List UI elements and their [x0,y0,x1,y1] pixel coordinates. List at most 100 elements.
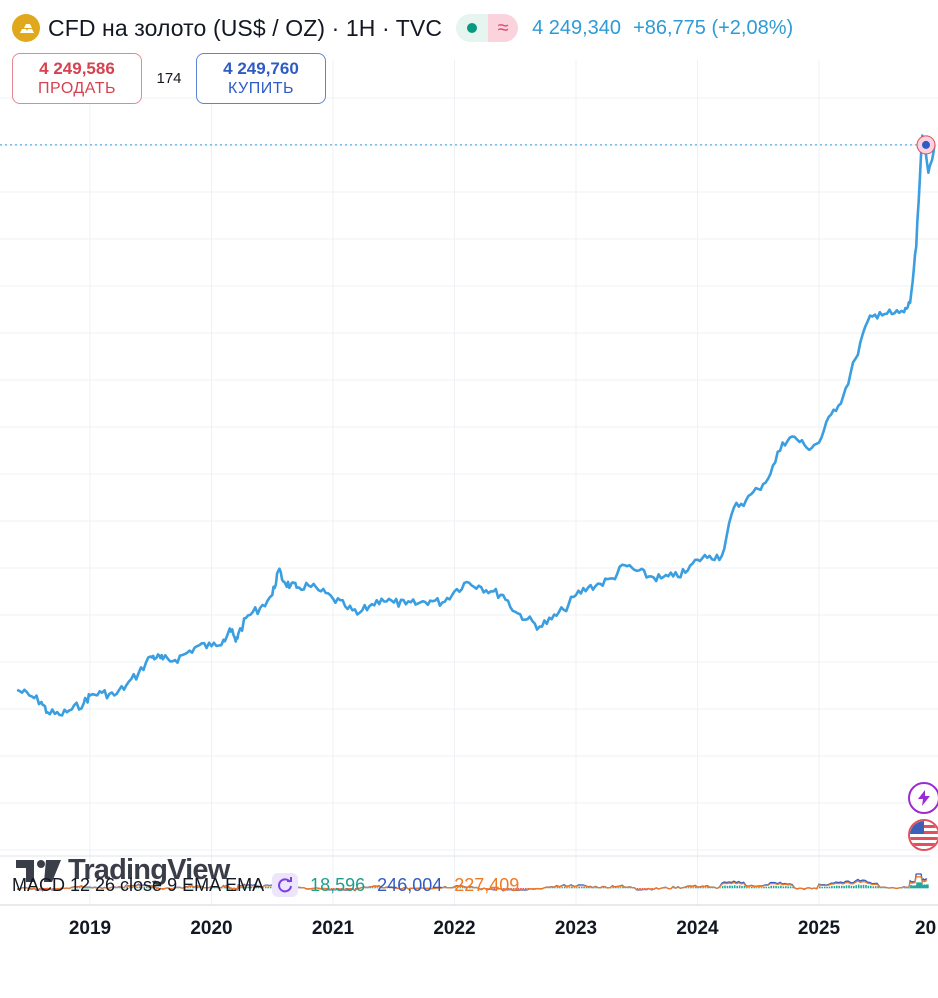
x-tick-label: 2022 [433,918,475,939]
macd-histogram-bar [690,887,692,889]
macd-histogram-bar [748,887,751,889]
macd-histogram-bar [629,887,632,889]
macd-histogram-bar [922,884,924,889]
macd-histogram-bar [590,887,593,889]
macd-histogram-bar [240,887,242,889]
macd-histogram-bar [836,885,838,889]
macd-histogram-bar [512,888,515,890]
buy-button[interactable]: 4 249,760 КУПИТЬ [196,53,326,104]
macd-histogram-value: 18,596 [310,874,366,895]
macd-histogram-bar [573,887,576,889]
macd-histogram-bar [738,885,741,889]
tradingview-logo-text: TradingView [68,854,230,886]
macd-histogram-bar [911,885,913,889]
macd-histogram-bar [765,886,768,889]
refresh-icon[interactable] [272,873,299,897]
macd-histogram-bar [246,887,248,889]
macd-histogram-bar [17,888,19,889]
macd-histogram-bar [41,888,43,889]
macd-histogram-bar [850,885,853,889]
buy-label: КУПИТЬ [228,79,294,97]
macd-histogram-bar [833,886,836,889]
macd-histogram-bar [874,886,877,889]
macd-histogram-bar [138,886,141,889]
macd-histogram-bar [853,885,855,889]
gold-bars-icon [12,14,40,42]
macd-histogram-bar [578,886,580,889]
us-flag-icon[interactable] [908,819,938,851]
macd-signal-value: 227,409 [454,874,520,895]
macd-histogram-bar [471,887,474,889]
macd-histogram-bar [819,886,821,889]
macd-histogram-bar [627,887,629,889]
macd-histogram-bar [223,887,226,889]
macd-histogram-bar [216,887,218,889]
tradingview-logo: TradingView [16,854,230,887]
macd-histogram-bar [651,888,653,890]
macd-histogram-bar [546,887,549,889]
macd-histogram-bar [224,887,227,889]
macd-histogram-bar [340,888,342,890]
symbol-title[interactable]: CFD на золото (US$ / OZ) · 1H · TVC [48,14,443,41]
macd-histogram-bar [386,887,389,889]
macd-histogram-bar [515,888,517,890]
macd-histogram-bar [624,887,627,889]
macd-histogram-bar [568,887,571,889]
macd-histogram-bar [685,887,687,889]
macd-histogram-bar [328,888,330,890]
macd-histogram-bar [695,886,697,889]
macd-histogram-bar [916,882,918,889]
macd-histogram-bar [924,884,927,889]
macd-histogram-bar [707,887,709,889]
macd-histogram-bar [789,886,792,889]
market-status[interactable]: ≈ [456,14,519,42]
macd-histogram-bar [840,885,843,889]
macd-histogram-bar [152,887,154,889]
macd-pane [0,855,930,892]
macd-histogram-bar [505,888,508,889]
macd-histogram-bar [194,887,197,889]
x-tick-label: 20 [915,918,936,939]
delayed-data-icon: ≈ [488,14,519,42]
macd-histogram-bar [746,887,748,889]
macd-histogram-bar [843,885,845,889]
macd-histogram-bar [709,887,712,889]
macd-histogram-bar [444,887,447,889]
macd-histogram-bar [699,887,702,889]
macd-histogram-bar [702,887,704,889]
price-series-line [16,134,936,717]
macd-histogram-bar [255,886,257,889]
x-tick-label: 2025 [798,918,841,939]
macd-histogram-bar [131,886,133,889]
macd-legend[interactable]: MACD 12 26 close 9 EMA EMA 18,596 246,00… [12,873,519,897]
macd-histogram-bar [559,887,561,889]
lightning-icon[interactable] [908,782,938,814]
macd-histogram-bar [43,888,46,889]
macd-histogram-bar [257,887,260,889]
macd-histogram-bar [826,886,828,889]
macd-histogram-bar [196,886,199,889]
macd-histogram-bar [388,887,391,889]
macd-histogram-bar [554,887,556,889]
macd-histogram-bar [721,886,724,889]
macd-histogram-bar [76,887,79,889]
macd-histogram-bar [925,884,928,889]
macd-histogram-bar [823,886,826,889]
trade-panel: 4 249,586 ПРОДАТЬ 174 4 249,760 КУПИТЬ [12,53,326,104]
macd-histogram-bar [821,886,823,889]
macd-histogram-bar [763,887,765,889]
chart-grid [0,60,938,905]
macd-histogram-bar [918,882,921,889]
macd-histogram-bar [636,888,639,890]
macd-histogram-bar [571,886,573,889]
macd-histogram-bar [184,887,187,889]
macd-histogram-bar [145,886,148,889]
macd-histogram-bar [787,886,789,889]
macd-histogram-bar [566,887,568,889]
macd-histogram-bar [753,887,755,889]
macd-histogram-bar [500,888,503,889]
last-price: 4 249,340 [532,16,622,39]
macd-histogram-bar [517,888,520,890]
sell-button[interactable]: 4 249,586 ПРОДАТЬ [12,53,142,104]
